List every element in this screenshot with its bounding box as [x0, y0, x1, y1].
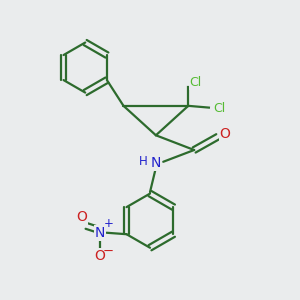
Text: Cl: Cl	[190, 76, 202, 89]
Text: −: −	[103, 245, 114, 258]
Text: O: O	[220, 128, 230, 141]
Text: O: O	[94, 249, 106, 263]
Text: H: H	[139, 155, 148, 168]
Text: N: N	[151, 156, 161, 170]
Text: N: N	[95, 226, 105, 240]
Text: O: O	[76, 210, 87, 224]
Text: Cl: Cl	[213, 102, 225, 115]
Text: +: +	[103, 217, 113, 230]
